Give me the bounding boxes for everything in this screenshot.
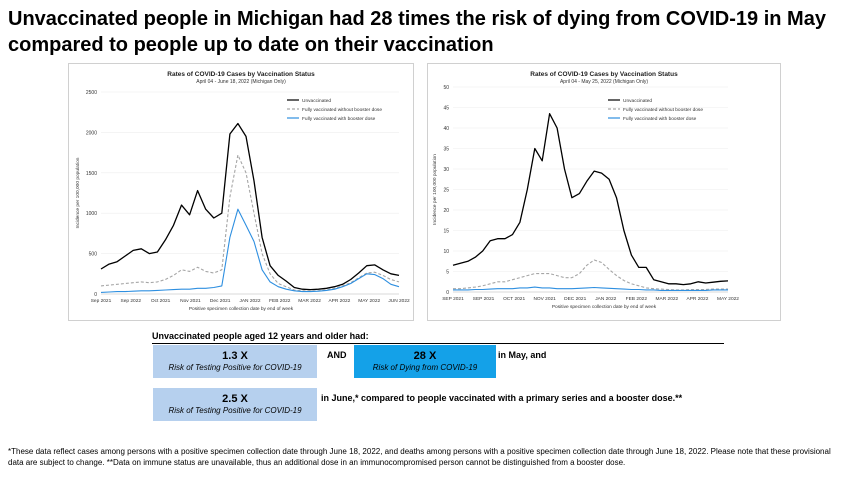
cases-chart-left: Rates of COVID-19 Cases by Vaccination S… bbox=[68, 63, 414, 321]
x-axis-label: Positive specimen collection date by end… bbox=[552, 304, 657, 310]
series-line-2 bbox=[100, 154, 400, 292]
x-tick-label: Nov 2021 bbox=[180, 298, 201, 304]
box2-label: Risk of Dying from COVID-19 bbox=[372, 363, 478, 372]
y-tick-label: 50 bbox=[443, 85, 449, 91]
page-title: Unvaccinated people in Michigan had 28 t… bbox=[8, 8, 826, 56]
y-tick-label: 5 bbox=[446, 270, 449, 276]
legend-label-2: Fully vaccinated without booster dose bbox=[623, 107, 703, 113]
x-tick-label: FEB 2022 bbox=[269, 298, 291, 304]
y-axis-label: Incidence per 100,000 population bbox=[432, 154, 438, 225]
cases-chart-left-svg: Rates of COVID-19 Cases by Vaccination S… bbox=[75, 71, 410, 312]
y-tick-label: 0 bbox=[446, 290, 449, 296]
y-tick-label: 1000 bbox=[86, 211, 97, 217]
box3-label: Risk of Testing Positive for COVID-19 bbox=[168, 406, 302, 415]
x-tick-label: Oct 2021 bbox=[151, 298, 171, 304]
legend-label-1: Unvaccinated bbox=[302, 98, 331, 104]
series-line-1 bbox=[100, 122, 400, 291]
x-tick-label: Sep 2022 bbox=[121, 298, 142, 304]
box1-label: Risk of Testing Positive for COVID-19 bbox=[168, 363, 302, 372]
y-tick-label: 500 bbox=[89, 252, 98, 258]
summary-lead: Unvaccinated people aged 12 years and ol… bbox=[152, 331, 724, 344]
y-tick-label: 15 bbox=[443, 229, 449, 235]
cases-chart-right: Rates of COVID-19 Cases by Vaccination S… bbox=[427, 63, 781, 321]
x-tick-label: MAR 2022 bbox=[298, 298, 321, 304]
y-tick-label: 45 bbox=[443, 106, 449, 112]
dying-box: 28 X Risk of Dying from COVID-19 bbox=[354, 345, 496, 378]
x-tick-label: SEP 2021 bbox=[473, 296, 495, 302]
series-line-1 bbox=[452, 113, 729, 286]
series-line-3 bbox=[100, 208, 400, 293]
box1-value: 1.3 X bbox=[222, 350, 248, 362]
y-tick-label: 20 bbox=[443, 208, 449, 214]
x-tick-label: MAY 2022 bbox=[358, 298, 380, 304]
chart-subtitle: April 04 - June 18, 2022 (Michigan Only) bbox=[196, 79, 286, 85]
y-tick-label: 30 bbox=[443, 167, 449, 173]
x-tick-label: JUN 2022 bbox=[388, 298, 410, 304]
x-tick-label: APR 2022 bbox=[328, 298, 350, 304]
in-june-text: in June,* compared to people vaccinated … bbox=[321, 393, 683, 403]
footnote: *These data reflect cases among persons … bbox=[8, 447, 831, 467]
x-axis-label: Positive specimen collection date by end… bbox=[189, 306, 294, 312]
x-tick-label: MAR 2022 bbox=[656, 296, 679, 302]
y-tick-label: 1500 bbox=[86, 171, 97, 177]
legend-label-1: Unvaccinated bbox=[623, 98, 652, 104]
y-tick-label: 2000 bbox=[86, 130, 97, 136]
and-text: AND bbox=[327, 350, 347, 360]
chart-subtitle: April 04 - May 25, 2022 (Michigan Only) bbox=[560, 79, 648, 85]
legend-label-3: Fully vaccinated with booster dose bbox=[302, 116, 376, 122]
x-tick-label: OCT 2021 bbox=[503, 296, 525, 302]
x-tick-label: NOV 2021 bbox=[533, 296, 556, 302]
y-tick-label: 25 bbox=[443, 188, 449, 194]
legend-label-2: Fully vaccinated without booster dose bbox=[302, 107, 382, 113]
x-tick-label: Sep 2021 bbox=[91, 298, 112, 304]
y-axis-label: Incidence per 100,000 population bbox=[75, 157, 81, 228]
x-tick-label: JAN 2022 bbox=[595, 296, 616, 302]
x-tick-label: MAY 2022 bbox=[717, 296, 739, 302]
y-tick-label: 35 bbox=[443, 147, 449, 153]
y-tick-label: 0 bbox=[94, 292, 97, 298]
y-tick-label: 40 bbox=[443, 126, 449, 132]
testing-positive-box-june: 2.5 X Risk of Testing Positive for COVID… bbox=[153, 388, 317, 421]
x-tick-label: DEC 2021 bbox=[564, 296, 586, 302]
x-tick-label: FEB 2022 bbox=[626, 296, 648, 302]
chart-title: Rates of COVID-19 Cases by Vaccination S… bbox=[167, 71, 315, 78]
series-line-2 bbox=[453, 259, 728, 291]
x-tick-label: Dec 2021 bbox=[210, 298, 231, 304]
box2-value: 28 X bbox=[413, 350, 437, 362]
series-line-3 bbox=[453, 286, 728, 291]
x-tick-label: JAN 2022 bbox=[239, 298, 260, 304]
legend-label-3: Fully vaccinated with booster dose bbox=[623, 116, 697, 122]
in-may-text: in May, and bbox=[498, 350, 547, 360]
testing-positive-box-may: 1.3 X Risk of Testing Positive for COVID… bbox=[153, 345, 317, 378]
y-tick-label: 10 bbox=[443, 249, 449, 255]
chart-title: Rates of COVID-19 Cases by Vaccination S… bbox=[530, 71, 678, 78]
box3-value: 2.5 X bbox=[222, 393, 248, 405]
cases-chart-right-svg: Rates of COVID-19 Cases by Vaccination S… bbox=[432, 71, 739, 310]
y-tick-label: 2500 bbox=[86, 90, 97, 96]
x-tick-label: SEP 2021 bbox=[442, 296, 464, 302]
x-tick-label: APR 2022 bbox=[687, 296, 709, 302]
